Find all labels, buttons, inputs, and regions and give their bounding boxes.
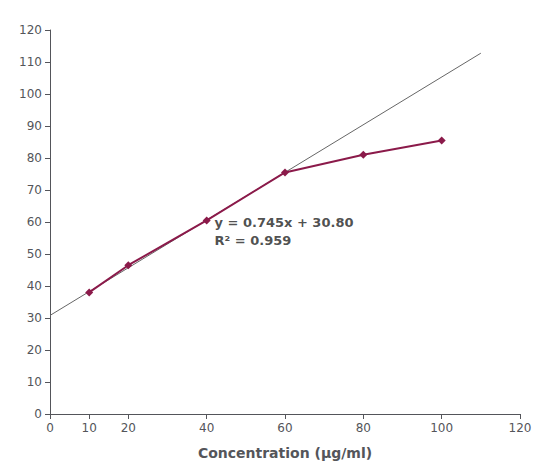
svg-text:y = 0.745x + 30.80: y = 0.745x + 30.80: [215, 215, 354, 230]
svg-text:10: 10: [27, 375, 42, 389]
svg-text:50: 50: [27, 247, 42, 261]
svg-text:100: 100: [19, 87, 42, 101]
svg-text:120: 120: [19, 23, 42, 37]
svg-text:100: 100: [430, 421, 453, 435]
svg-text:10: 10: [82, 421, 97, 435]
svg-text:20: 20: [27, 343, 42, 357]
svg-text:90: 90: [27, 119, 42, 133]
svg-text:110: 110: [19, 55, 42, 69]
svg-text:0: 0: [46, 421, 54, 435]
svg-text:R² = 0.959: R² = 0.959: [215, 233, 292, 248]
svg-text:70: 70: [27, 183, 42, 197]
svg-text:Concentration (μg/ml): Concentration (μg/ml): [198, 445, 372, 461]
svg-text:80: 80: [27, 151, 42, 165]
svg-text:40: 40: [27, 279, 42, 293]
svg-text:60: 60: [277, 421, 292, 435]
svg-text:40: 40: [199, 421, 214, 435]
svg-text:60: 60: [27, 215, 42, 229]
svg-text:120: 120: [509, 421, 532, 435]
svg-text:0: 0: [34, 407, 42, 421]
svg-text:80: 80: [356, 421, 371, 435]
svg-text:20: 20: [121, 421, 136, 435]
svg-text:30: 30: [27, 311, 42, 325]
